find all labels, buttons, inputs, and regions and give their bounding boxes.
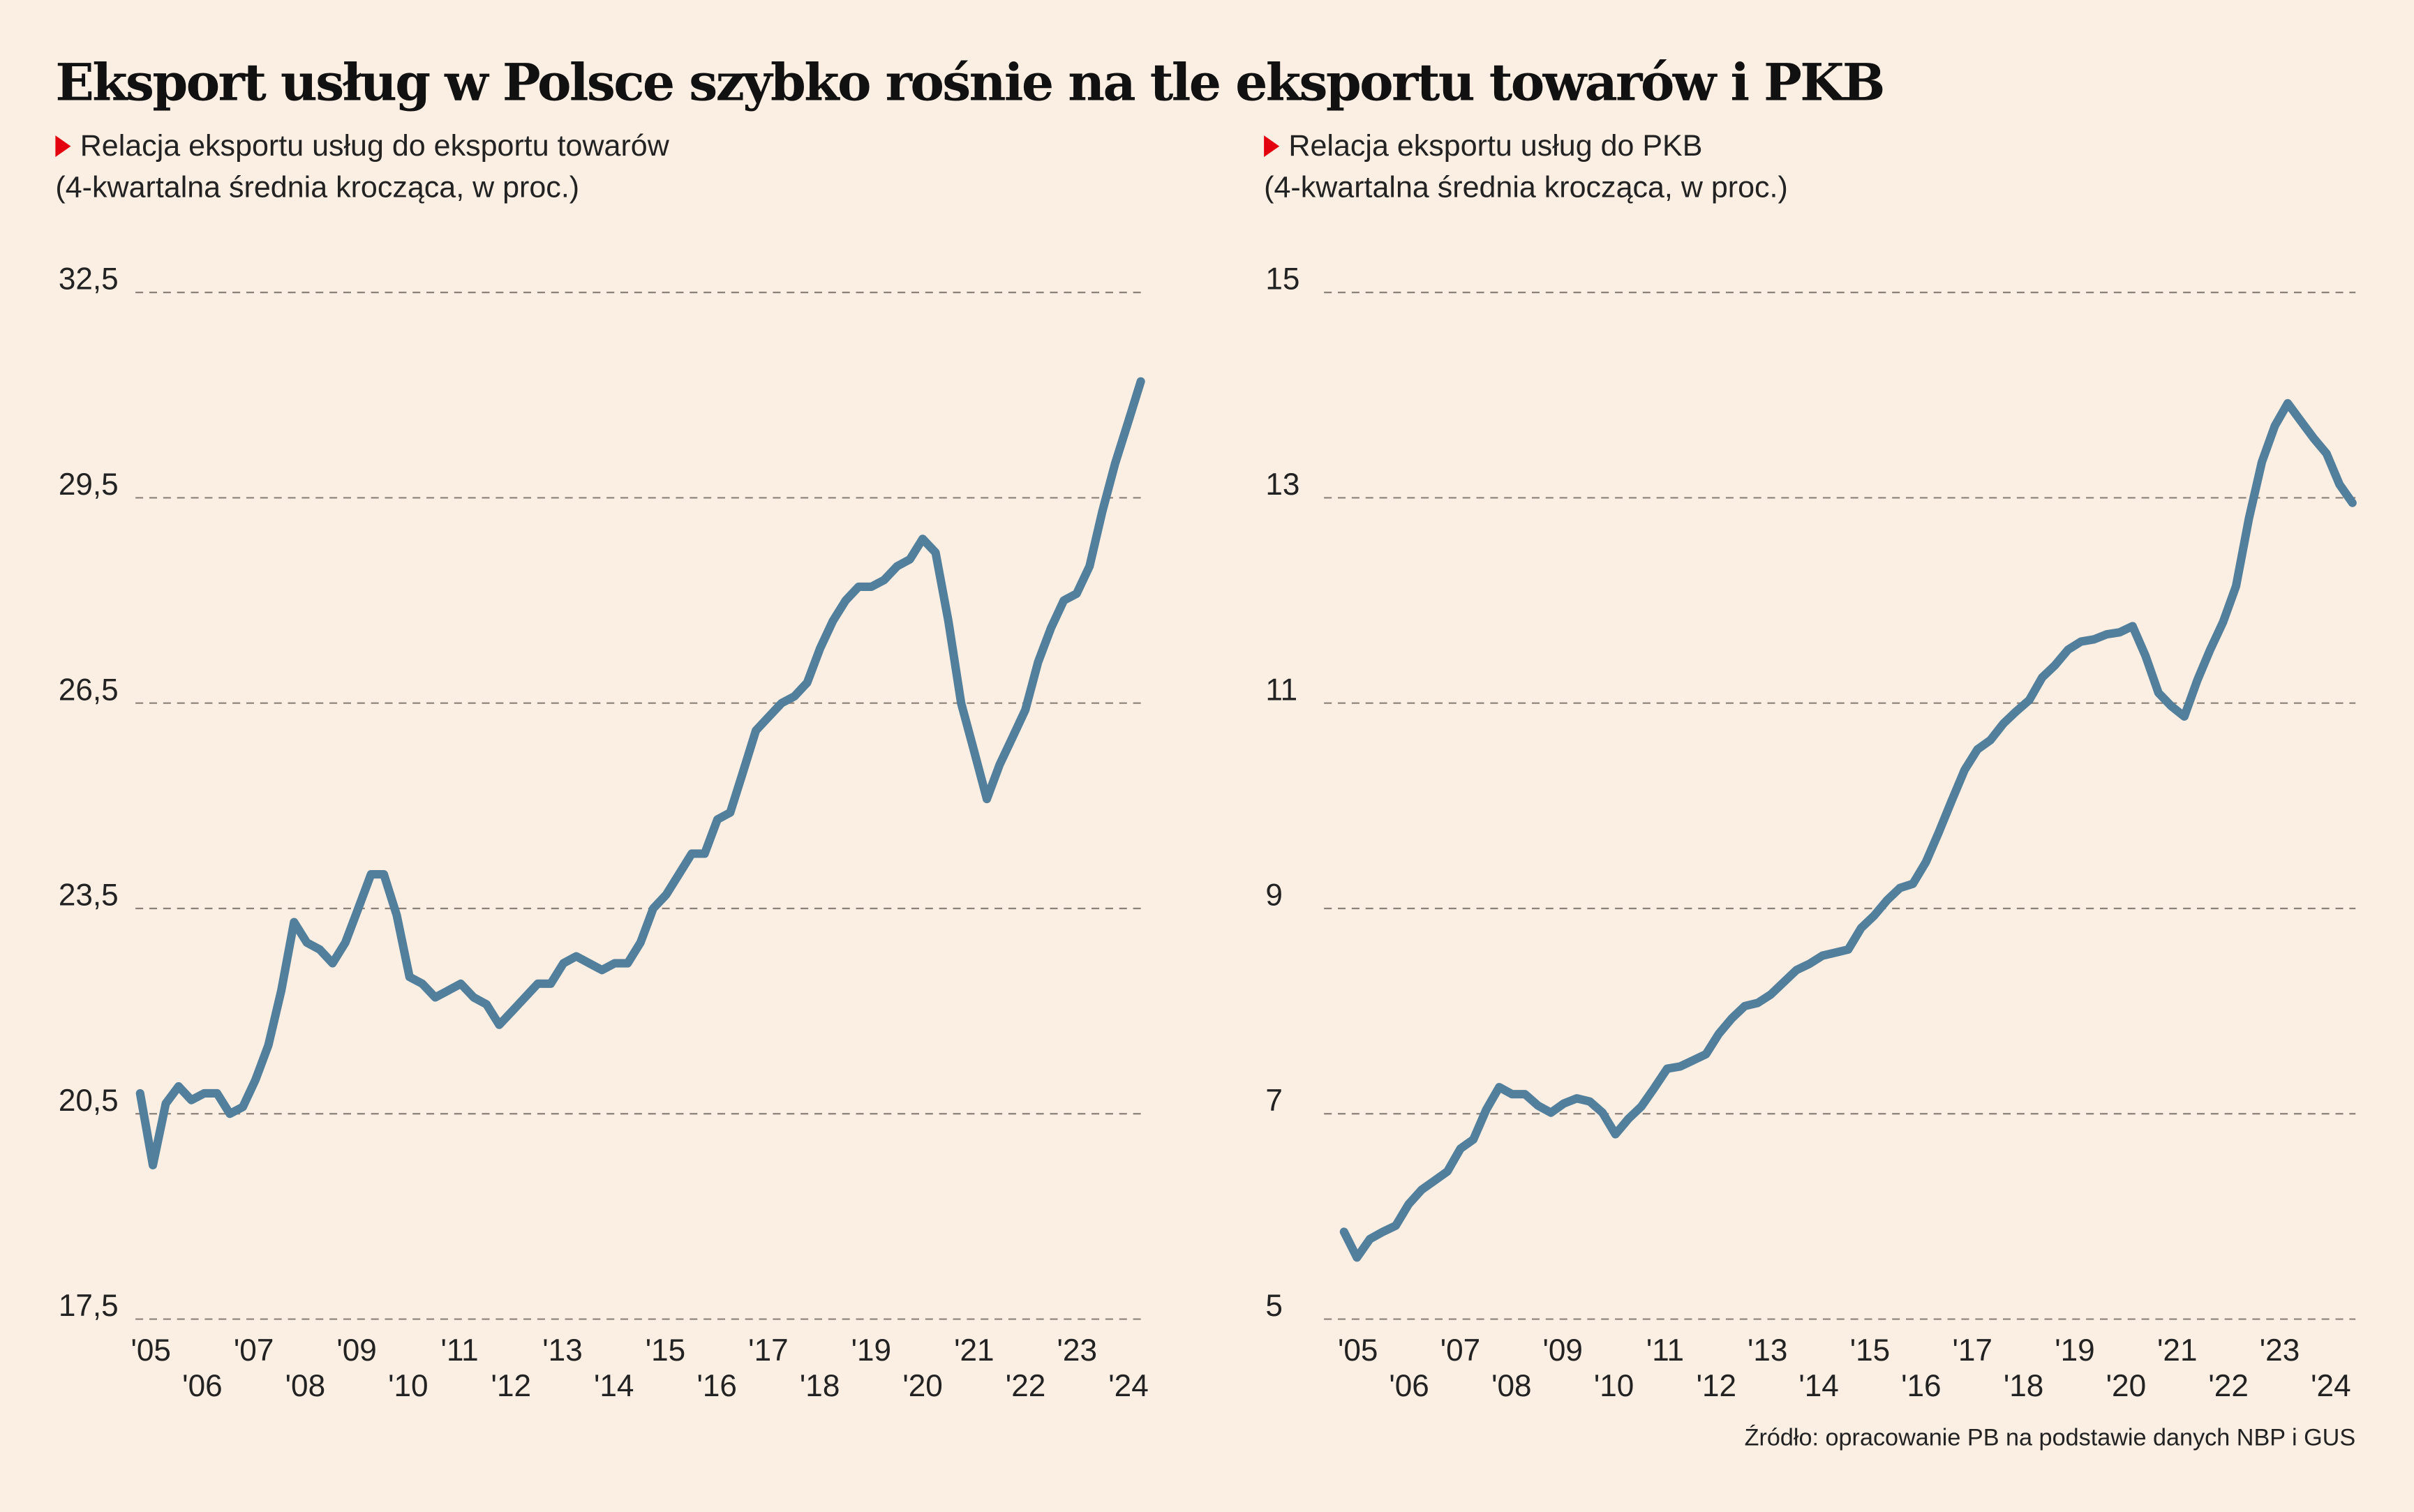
- x-tick-label: '12: [491, 1369, 531, 1403]
- x-tick-label: '12: [1697, 1369, 1736, 1403]
- y-tick-label: 13: [1265, 467, 1299, 502]
- x-tick-label: '08: [1491, 1369, 1531, 1403]
- x-tick-label: '20: [902, 1369, 942, 1403]
- x-tick-label: '13: [1748, 1333, 1787, 1368]
- x-tick-label: '09: [1542, 1333, 1582, 1368]
- x-tick-label: '15: [646, 1333, 685, 1368]
- x-tick-label: '09: [336, 1333, 376, 1368]
- x-tick-label: '05: [1338, 1333, 1378, 1368]
- x-tick-label: '18: [800, 1369, 840, 1403]
- x-tick-label: '19: [2055, 1333, 2094, 1368]
- y-tick-label: 26,5: [59, 673, 119, 707]
- x-tick-label: '20: [2106, 1369, 2146, 1403]
- y-tick-label: 29,5: [59, 467, 119, 502]
- services-to-gdp-line: [1339, 398, 2357, 1262]
- x-tick-label: '08: [285, 1369, 325, 1403]
- x-tick-label: '24: [1108, 1369, 1148, 1403]
- x-tick-label: '06: [1389, 1369, 1429, 1403]
- y-tick-label: 20,5: [59, 1084, 119, 1118]
- x-tick-label: '11: [440, 1333, 478, 1368]
- x-tick-label: '07: [234, 1333, 274, 1368]
- y-tick-label: 15: [1265, 262, 1299, 297]
- right-chart-header: Relacja eksportu usług do PKB (4-kwartal…: [1264, 126, 1788, 209]
- x-tick-label: '14: [594, 1369, 634, 1403]
- x-tick-label: '16: [696, 1369, 736, 1403]
- x-tick-label: '22: [1006, 1369, 1045, 1403]
- x-tick-label: '05: [131, 1333, 170, 1368]
- left-chart-header: Relacja eksportu usług do eksportu towar…: [55, 126, 669, 209]
- right-chart-title: Relacja eksportu usług do PKB: [1288, 129, 1703, 163]
- x-tick-label: '21: [954, 1333, 994, 1368]
- y-tick-label: 7: [1265, 1084, 1283, 1118]
- red-triangle-icon: [1264, 135, 1280, 158]
- red-triangle-icon: [55, 135, 71, 158]
- y-tick-label: 17,5: [59, 1289, 119, 1323]
- left-chart-subtitle: (4-kwartalna średnia krocząca, w proc.): [55, 170, 580, 205]
- y-tick-label: 9: [1265, 878, 1283, 913]
- x-tick-label: '15: [1850, 1333, 1890, 1368]
- x-tick-label: '10: [1594, 1369, 1634, 1403]
- x-tick-label: '06: [182, 1369, 222, 1403]
- x-tick-label: '10: [388, 1369, 428, 1403]
- x-tick-label: '13: [542, 1333, 582, 1368]
- left-chart-title: Relacja eksportu usług do eksportu towar…: [80, 129, 669, 163]
- y-tick-label: 11: [1265, 673, 1297, 707]
- x-tick-label: '24: [2311, 1369, 2350, 1403]
- x-tick-label: '11: [1646, 1333, 1684, 1368]
- right-chart-subtitle: (4-kwartalna średnia krocząca, w proc.): [1264, 170, 1788, 205]
- x-tick-label: '19: [851, 1333, 891, 1368]
- x-tick-label: '14: [1798, 1369, 1838, 1403]
- x-tick-label: '22: [2208, 1369, 2248, 1403]
- x-tick-label: '23: [2260, 1333, 2300, 1368]
- y-tick-label: 5: [1265, 1289, 1283, 1323]
- x-tick-label: '16: [1901, 1369, 1941, 1403]
- x-tick-label: '17: [748, 1333, 788, 1368]
- x-tick-label: '07: [1440, 1333, 1480, 1368]
- y-tick-label: 23,5: [59, 878, 119, 913]
- page-title: Eksport usług w Polsce szybko rośnie na …: [55, 52, 1885, 113]
- x-tick-label: '18: [2004, 1369, 2043, 1403]
- x-tick-label: '17: [1952, 1333, 1992, 1368]
- x-tick-label: '21: [2157, 1333, 2197, 1368]
- source-note: Źródło: opracowanie PB na podstawie dany…: [1744, 1425, 2356, 1452]
- services-to-goods-line: [135, 377, 1145, 1170]
- x-tick-label: '23: [1057, 1333, 1097, 1368]
- y-tick-label: 32,5: [59, 262, 119, 297]
